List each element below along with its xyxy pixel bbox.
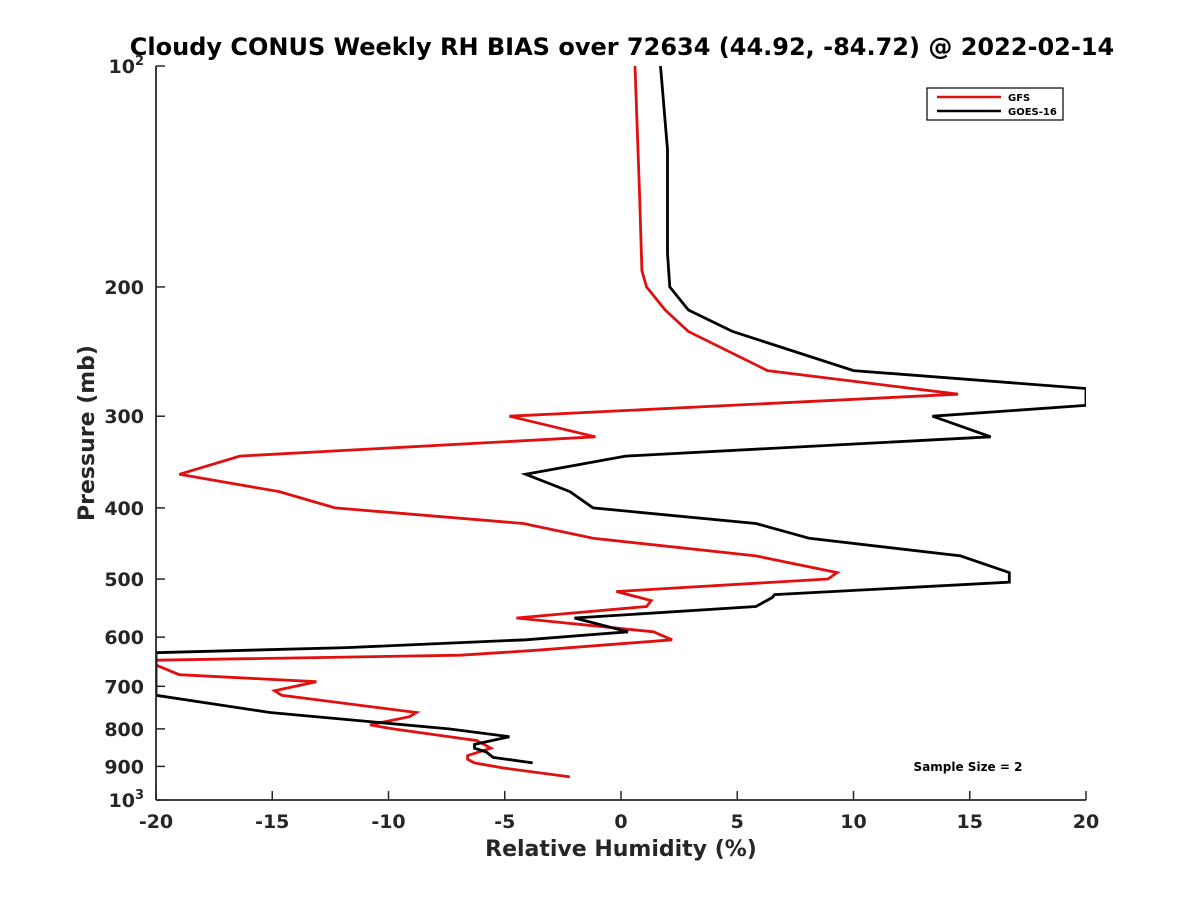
x-tick-label: 15: [957, 811, 983, 833]
y-tick-label: 700: [104, 676, 144, 698]
y-tick-label: 200: [104, 277, 144, 299]
x-tick-label: 5: [731, 811, 744, 833]
y-tick-label: 500: [104, 569, 144, 591]
x-tick-label: -20: [139, 811, 173, 833]
plot-lines: [156, 66, 1086, 779]
y-tick-label: 800: [104, 719, 144, 741]
legend-box: [926, 87, 1064, 121]
x-ticks: -20 -15 -10 -5 0 5 10 15 20: [139, 791, 1099, 833]
y-tick-label: 900: [104, 756, 144, 778]
series-line-goes16: [156, 66, 1086, 765]
x-tick-label: 20: [1073, 811, 1099, 833]
x-tick-label: 0: [614, 811, 627, 833]
x-tick-label: -15: [255, 811, 289, 833]
y-ticks: 102 200 300 400 500 600 700 800 900 103: [104, 54, 165, 812]
x-tick-label: -10: [371, 811, 405, 833]
y-axis-label: Pressure (mb): [75, 345, 100, 521]
y-tick-label: 400: [104, 498, 144, 520]
legend: GFS GOES-16: [926, 87, 1064, 121]
legend-label-gfs: GFS: [1008, 93, 1030, 104]
x-axis-label: Relative Humidity (%): [485, 837, 757, 862]
axes-frame: [155, 66, 1086, 801]
x-tick-label: -5: [494, 811, 515, 833]
x-tick-label: 10: [840, 811, 866, 833]
y-tick-label: 102: [109, 54, 145, 78]
chart-title: Cloudy CONUS Weekly RH BIAS over 72634 (…: [130, 33, 1114, 61]
series-line-gfs: [156, 66, 959, 779]
y-tick-label: 300: [104, 406, 144, 428]
y-tick-label: 103: [109, 788, 145, 812]
y-tick-label: 600: [104, 627, 144, 649]
legend-label-goes16: GOES-16: [1008, 107, 1057, 118]
sample-size-annotation: Sample Size = 2: [914, 760, 1023, 774]
